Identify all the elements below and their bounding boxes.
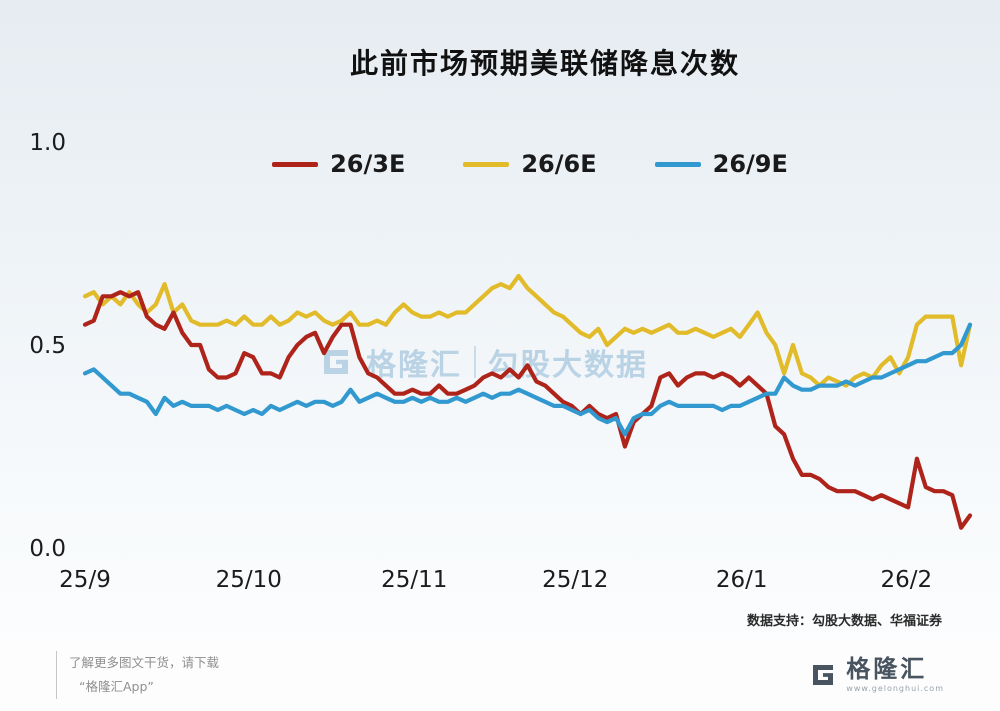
- legend-label: 26/9E: [712, 150, 788, 178]
- x-axis-tick-label: 26/2: [880, 567, 932, 593]
- x-axis-tick-label: 25/12: [542, 567, 608, 593]
- footer-promo-line2: “格隆汇App”: [79, 679, 154, 694]
- legend-label: 26/6E: [521, 150, 597, 178]
- series-line-26/6E: [82, 273, 973, 388]
- series-line-26/9E: [82, 322, 973, 437]
- gelonghui-logo-icon: [813, 665, 834, 685]
- y-axis-tick-label: 1.0: [29, 130, 66, 156]
- x-axis-tick-label: 26/1: [716, 567, 768, 593]
- y-axis-tick-label: 0.5: [29, 333, 66, 359]
- series-line-26/3E: [82, 290, 973, 530]
- watermark-text: 勾股大数据: [488, 348, 648, 383]
- footer: 了解更多图文干货，请下载 “格隆汇App” 格隆汇 www.gelonghui.…: [0, 639, 1000, 711]
- footer-brand-name: 格隆汇: [846, 655, 928, 683]
- gelonghui-logo-watermark-icon: [324, 350, 348, 374]
- footer-promo: 了解更多图文干货，请下载 “格隆汇App”: [56, 651, 219, 699]
- watermark-divider: [474, 346, 476, 378]
- chart-legend: 26/3E 26/6E 26/9E: [0, 150, 1000, 178]
- x-axis-tick-label: 25/9: [59, 567, 111, 593]
- x-axis-tick-label: 25/10: [216, 567, 282, 593]
- watermark: 格隆汇 勾股大数据: [318, 340, 648, 384]
- x-axis-tick-label: 25/11: [381, 567, 447, 593]
- watermark-brand: 格隆汇: [366, 348, 462, 383]
- y-axis-tick-label: 0.0: [29, 536, 66, 562]
- chart-title: 此前市场预期美联储降息次数: [349, 47, 740, 80]
- data-support-note: 数据支持：勾股大数据、华福证券: [746, 614, 942, 629]
- legend-swatch: [463, 161, 510, 167]
- legend-swatch: [272, 161, 319, 167]
- legend-item-26/3E: 26/3E: [272, 150, 405, 178]
- footer-brand: 格隆汇 www.gelonghui.com: [808, 657, 944, 693]
- legend-swatch: [654, 161, 701, 167]
- footer-promo-line1: 了解更多图文干货，请下载: [69, 655, 220, 671]
- line-chart: 0.0 0.5 1.0 25/9 25/10 25/11 25/12 26/1 26/2: [29, 130, 973, 593]
- legend-item-26/6E: 26/6E: [463, 150, 597, 178]
- legend-item-26/9E: 26/9E: [654, 150, 788, 178]
- footer-brand-url: www.gelonghui.com: [846, 684, 944, 693]
- legend-label: 26/3E: [330, 150, 406, 178]
